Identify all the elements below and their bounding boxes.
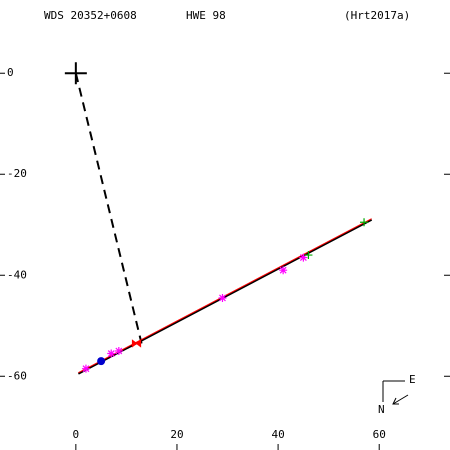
point	[304, 251, 313, 260]
point	[279, 266, 288, 275]
point	[107, 349, 116, 358]
point	[81, 364, 90, 373]
y-tick-label: -60	[7, 369, 27, 382]
header-reference: (Hrt2017a)	[344, 9, 410, 22]
y-tick-label: 0	[7, 66, 14, 79]
y-tick-label: -20	[7, 167, 27, 180]
motion-arrow	[392, 394, 409, 405]
x-tick-label: 40	[271, 428, 284, 441]
point	[218, 293, 227, 302]
orbit-line	[77, 218, 373, 375]
point	[360, 218, 369, 227]
y-tick-label: -40	[7, 268, 27, 281]
x-tick-label: 60	[373, 428, 386, 441]
header-discoverer: HWE 98	[186, 9, 226, 22]
x-tick-label: 20	[170, 428, 183, 441]
point	[299, 253, 308, 262]
compass	[382, 380, 409, 405]
primary-star	[64, 62, 87, 85]
compass-east: E	[409, 373, 416, 386]
motion-arrowhead	[392, 397, 399, 405]
header-wds: WDS 20352+0608	[44, 9, 137, 22]
point	[97, 357, 106, 366]
point	[131, 339, 142, 348]
compass-north: N	[378, 403, 385, 416]
point	[114, 347, 123, 356]
periastron-line	[74, 72, 143, 344]
x-tick-label: 0	[73, 428, 80, 441]
